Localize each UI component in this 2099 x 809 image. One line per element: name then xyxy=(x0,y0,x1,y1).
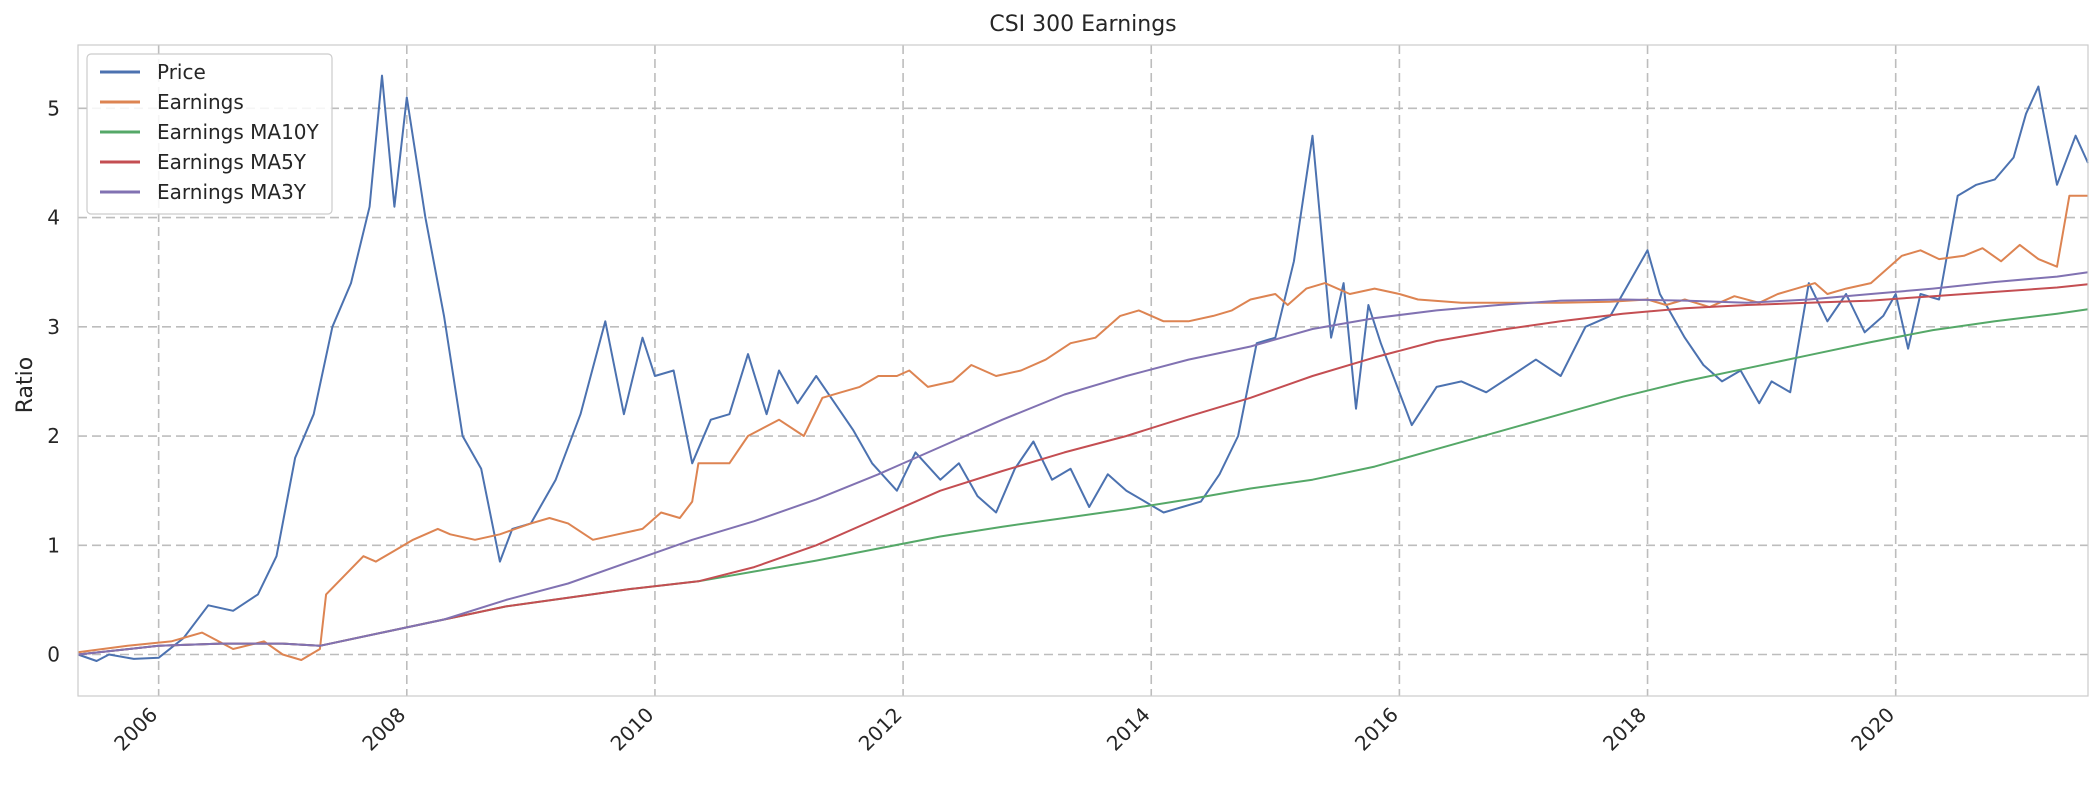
legend-entry-earnings-ma3y: Earnings MA3Y xyxy=(157,180,307,204)
y-tick-label: 3 xyxy=(47,315,60,339)
chart-title: CSI 300 Earnings xyxy=(989,12,1176,37)
plot-frame xyxy=(77,44,2089,697)
legend-entry-earnings-ma10y: Earnings MA10Y xyxy=(157,120,320,144)
legend-entry-earnings: Earnings xyxy=(157,90,244,114)
y-tick-label: 0 xyxy=(47,642,60,666)
grid xyxy=(78,45,2088,696)
legend: Price Earnings Earnings MA10Y Earnings MA5Y… xyxy=(86,53,333,215)
series-line-price xyxy=(77,74,2089,662)
legend-box xyxy=(86,53,333,215)
series-line-earnings xyxy=(77,194,2088,661)
y-tick-label: 1 xyxy=(47,533,60,557)
y-tick-label: 5 xyxy=(47,96,60,120)
y-axis-label: Ratio xyxy=(13,357,38,413)
series-line-earnings-ma3y xyxy=(77,271,2089,656)
y-tick-label: 2 xyxy=(47,424,60,448)
series-lines xyxy=(77,74,2089,662)
y-axis-ticks: 0 1 2 3 4 5 xyxy=(47,96,60,666)
legend-entry-price: Price xyxy=(157,60,206,84)
y-tick-label: 4 xyxy=(47,206,60,230)
legend-entry-earnings-ma5y: Earnings MA5Y xyxy=(157,150,307,174)
